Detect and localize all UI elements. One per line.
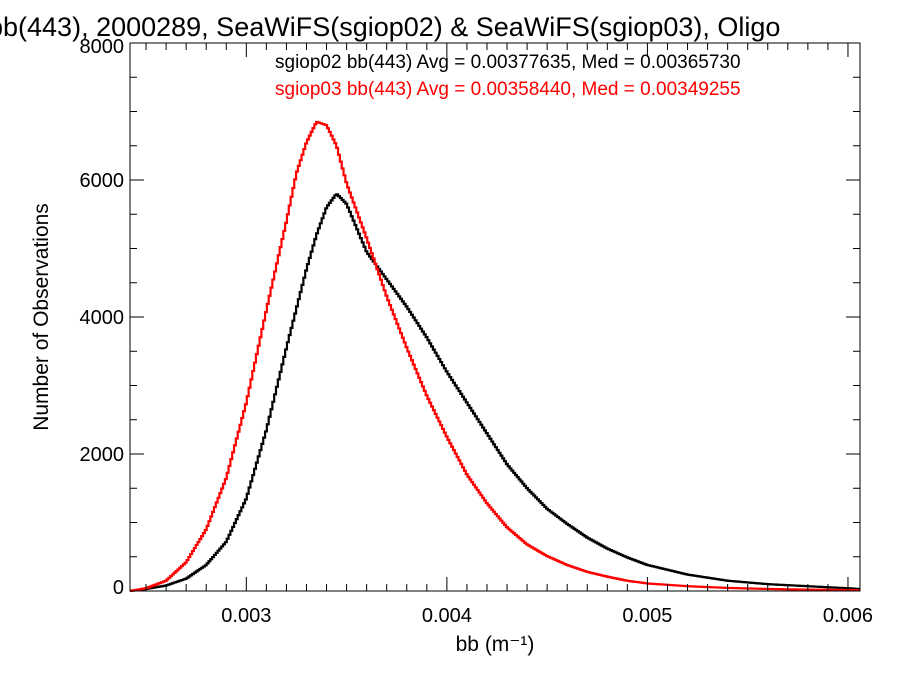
y-tick-label: 8000 <box>80 36 125 58</box>
y-tick-label: 6000 <box>80 170 125 192</box>
y-tick-label: 2000 <box>80 444 125 466</box>
x-tick-label: 0.004 <box>422 605 472 627</box>
annotation-sgiop02: sgiop02 bb(443) Avg = 0.00377635, Med = … <box>275 52 741 73</box>
axis-tick-labels: 0.003 0.004 0.005 0.006 0 2000 4000 6000 8000 <box>80 36 873 627</box>
y-axis-label: Number of Observations <box>30 203 53 431</box>
y-tick-label: 4000 <box>80 307 125 329</box>
series-line-sgiop02 <box>130 193 860 592</box>
axis-ticks <box>130 42 860 592</box>
annotation-sgiop03: sgiop03 bb(443) Avg = 0.00358440, Med = … <box>275 79 741 100</box>
chart-title: bb(443), 2000289, SeaWiFS(sgiop02) & Sea… <box>0 12 780 42</box>
x-tick-label: 0.006 <box>823 605 873 627</box>
x-tick-label: 0.005 <box>622 605 672 627</box>
x-axis-label: bb (m⁻¹) <box>456 633 535 656</box>
series-line-sgiop03 <box>130 120 860 592</box>
y-tick-label: 0 <box>113 577 124 599</box>
x-tick-label: 0.003 <box>221 605 271 627</box>
plot-series <box>130 120 860 592</box>
